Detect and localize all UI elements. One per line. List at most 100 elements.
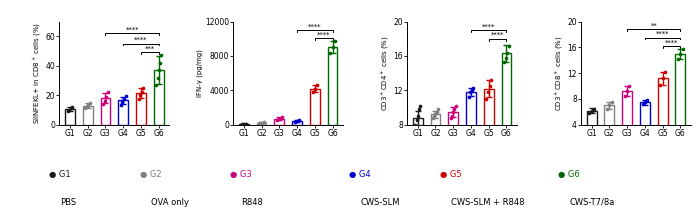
Point <box>80 107 91 110</box>
Text: ****: **** <box>134 37 148 43</box>
Bar <box>292 121 302 125</box>
Point <box>311 83 322 87</box>
Point <box>84 102 96 105</box>
Point <box>253 121 265 125</box>
Text: R848: R848 <box>242 198 263 207</box>
Point <box>602 107 613 110</box>
Point <box>413 108 424 111</box>
Text: ● G4: ● G4 <box>349 170 371 179</box>
Point <box>604 104 615 107</box>
Point <box>428 116 439 120</box>
Point <box>641 98 653 102</box>
Point <box>445 116 456 120</box>
Point <box>410 123 421 126</box>
Point <box>586 109 597 112</box>
Point <box>82 104 93 108</box>
Text: ● G5: ● G5 <box>440 170 461 179</box>
Point <box>136 90 147 93</box>
Point <box>152 76 163 79</box>
Point <box>484 84 495 88</box>
Bar <box>466 92 476 194</box>
Point <box>119 97 130 101</box>
Point <box>466 89 477 92</box>
Bar <box>604 105 614 150</box>
Y-axis label: SIINFEKL+ in CD8$^+$ cells (%): SIINFEKL+ in CD8$^+$ cells (%) <box>32 22 43 124</box>
Point <box>465 90 476 94</box>
Point <box>307 90 318 94</box>
Point <box>588 107 600 110</box>
Y-axis label: CD3$^+$CD8$^+$ cells (%): CD3$^+$CD8$^+$ cells (%) <box>554 35 565 111</box>
Point <box>482 90 493 94</box>
Point <box>258 120 269 124</box>
Point <box>272 119 283 122</box>
Text: ● G3: ● G3 <box>230 170 252 179</box>
Point <box>101 96 112 99</box>
Bar <box>431 114 440 194</box>
Point <box>156 54 167 57</box>
Point <box>463 95 474 99</box>
Point <box>637 102 648 106</box>
Y-axis label: CD3$^+$CD4$^+$ cells (%): CD3$^+$CD4$^+$ cells (%) <box>380 35 391 111</box>
Point <box>450 104 461 108</box>
Point <box>151 83 162 87</box>
Bar <box>310 89 320 125</box>
Text: ****: **** <box>491 32 505 38</box>
Point <box>675 52 686 55</box>
Point <box>65 107 76 110</box>
Bar <box>676 54 685 150</box>
Text: ****: **** <box>126 27 139 33</box>
Text: OVA only: OVA only <box>151 198 188 207</box>
Text: **: ** <box>651 23 657 29</box>
Point <box>411 119 422 122</box>
Point <box>660 70 671 74</box>
Point <box>120 94 131 98</box>
Text: PBS: PBS <box>60 198 76 207</box>
Point <box>624 84 635 88</box>
Bar <box>257 123 267 125</box>
Point <box>325 52 336 55</box>
Bar <box>101 98 110 125</box>
Point <box>657 77 668 80</box>
Point <box>619 94 630 97</box>
Point <box>655 83 666 86</box>
Point <box>256 121 267 124</box>
Text: CWS-SLM + R848: CWS-SLM + R848 <box>451 198 524 207</box>
Y-axis label: IFN-γ (pg/mg): IFN-γ (pg/mg) <box>196 49 203 97</box>
Point <box>115 103 126 106</box>
Text: CWS-T7/8a: CWS-T7/8a <box>570 198 615 207</box>
Bar <box>154 70 163 125</box>
Bar <box>448 112 458 194</box>
Point <box>486 78 497 82</box>
Text: ****: **** <box>664 40 678 45</box>
Text: ● G6: ● G6 <box>558 170 580 179</box>
Point <box>67 105 78 109</box>
Point <box>99 99 110 103</box>
Point <box>468 86 479 89</box>
Point <box>83 103 94 106</box>
Point <box>584 111 595 115</box>
Bar <box>328 47 338 125</box>
Point <box>481 97 492 101</box>
Bar <box>65 109 75 125</box>
Point <box>503 44 514 47</box>
Bar <box>136 93 146 125</box>
Point <box>502 52 513 55</box>
Point <box>309 87 320 90</box>
Bar <box>83 106 93 125</box>
Point <box>135 94 146 97</box>
Bar <box>274 119 284 125</box>
Point <box>672 57 683 61</box>
Point <box>639 100 651 104</box>
Point <box>621 89 632 93</box>
Point <box>62 110 73 113</box>
Point <box>102 90 113 93</box>
Bar <box>119 100 128 125</box>
Point <box>500 56 512 59</box>
Point <box>432 108 443 111</box>
Bar <box>587 111 597 150</box>
Point <box>606 100 617 104</box>
Point <box>329 40 341 43</box>
Point <box>431 110 443 114</box>
Point <box>498 60 510 64</box>
Bar <box>640 102 650 150</box>
